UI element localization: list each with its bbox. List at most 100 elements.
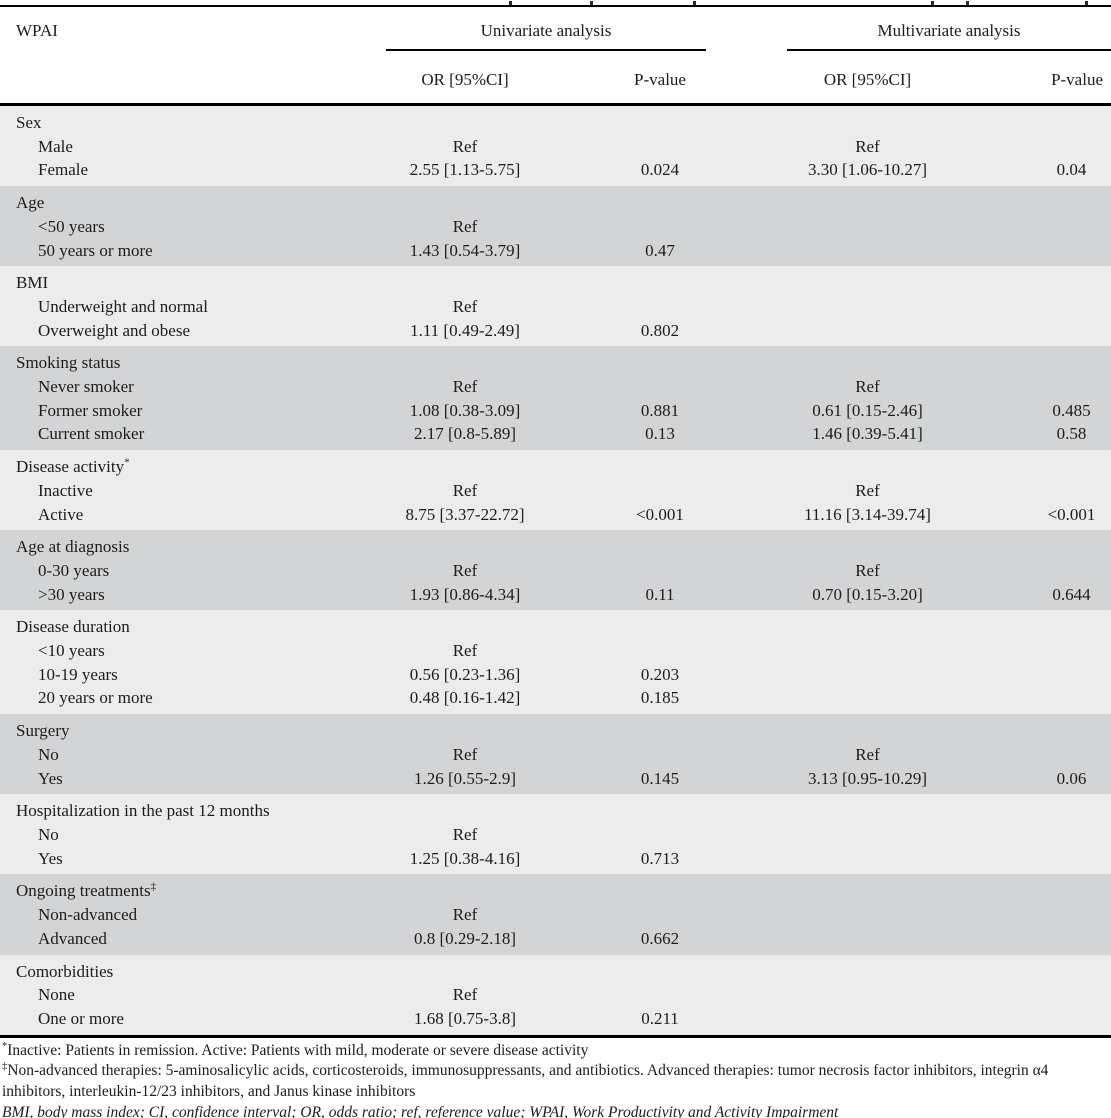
- univariate-or-value: 2.17 [0.8-5.89]: [414, 424, 516, 444]
- multivariate-spanner-rule: [787, 49, 1111, 51]
- row-label: Current smoker: [38, 424, 145, 444]
- univariate-or-header: OR [95%CI]: [421, 70, 509, 89]
- univariate-p-value: 0.145: [640, 768, 680, 788]
- multivariate-p-value: [990, 1007, 1111, 1031]
- univariate-p-value: [575, 295, 745, 319]
- table-row: Yes 1.26 [0.55-2.9] 0.145 3.13 [0.95-10.29]…: [0, 767, 1111, 791]
- multivariate-p-value: [990, 847, 1111, 871]
- univariate-or-value: Ref: [452, 905, 478, 925]
- table-row: Inactive Ref Ref: [0, 479, 1111, 503]
- group-label: Ongoing treatments‡: [0, 879, 355, 903]
- multivariate-or-value: [745, 983, 990, 1007]
- row-label: Male: [38, 136, 73, 156]
- row-label: No: [38, 744, 59, 764]
- univariate-p-value: [575, 983, 745, 1007]
- univariate-or-value: 1.43 [0.54-3.79]: [409, 240, 521, 260]
- univariate-or-value: Ref: [452, 136, 478, 156]
- multivariate-or-value: [745, 639, 990, 663]
- multivariate-or-value: Ref: [855, 136, 880, 156]
- multivariate-p-value: 0.06: [1056, 768, 1087, 788]
- row-label: Yes: [38, 768, 63, 788]
- univariate-p-value: [575, 639, 745, 663]
- univariate-p-value: <0.001: [636, 504, 684, 524]
- footnote-treatments: ‡Non-advanced therapies: 5-aminosalicyli…: [2, 1061, 1109, 1103]
- multivariate-or-value: [745, 903, 990, 927]
- row-label: Underweight and normal: [38, 296, 208, 316]
- multivariate-or-value: 11.16 [3.14-39.74]: [804, 504, 931, 524]
- group-age-at-diagnosis: Age at diagnosis 0-30 years Ref Ref >30 year…: [0, 530, 1111, 611]
- univariate-p-value: 0.713: [640, 848, 680, 868]
- multivariate-or-value: Ref: [855, 560, 880, 580]
- table-row: No Ref: [0, 823, 1111, 847]
- row-label: <10 years: [38, 641, 105, 661]
- table-row: Non-advanced Ref: [0, 903, 1111, 927]
- multivariate-p-value: [990, 215, 1111, 239]
- group-header-row: Smoking status: [0, 351, 1111, 375]
- wpai-column-header: WPAI: [16, 21, 58, 40]
- group-label-text: Sex: [16, 113, 42, 132]
- table-row: 50 years or more 1.43 [0.54-3.79] 0.47: [0, 239, 1111, 263]
- multivariate-or-value: [745, 686, 990, 710]
- univariate-p-value: [575, 743, 745, 767]
- empty-header-cell: [0, 68, 355, 92]
- group-label-text: BMI: [16, 273, 49, 293]
- univariate-or-value: 1.25 [0.38-4.16]: [409, 848, 521, 868]
- table-row: Active 8.75 [3.37-22.72] <0.001 11.16 [3.14…: [0, 503, 1111, 527]
- row-label: Overweight and obese: [38, 320, 191, 340]
- univariate-p-value: 0.802: [640, 320, 680, 340]
- group-label-text: Hospitalization in the past 12 months: [16, 801, 270, 821]
- multivariate-p-value: [990, 663, 1111, 687]
- multivariate-p-value: 0.04: [1056, 160, 1087, 180]
- multivariate-or-value: [745, 215, 990, 239]
- spanner-header-row: WPAI Univariate analysis Multivariate an…: [0, 7, 1111, 51]
- group-header-row: Hospitalization in the past 12 months: [0, 799, 1111, 823]
- group-sex: Sex Male Ref Ref Female 2.55 [1.13-5.75] 0.024…: [0, 106, 1111, 187]
- row-label: Active: [38, 504, 84, 524]
- group-age: Age <50 years Ref 50 years or more 1.43 [0.5…: [0, 186, 1111, 267]
- group-label: Age at diagnosis: [0, 535, 355, 559]
- table-row: 0-30 years Ref Ref: [0, 559, 1111, 583]
- table-row: Male Ref Ref: [0, 135, 1111, 159]
- multivariate-p-value: [990, 375, 1111, 399]
- group-label: Age: [0, 191, 355, 215]
- multivariate-p-value: [990, 295, 1111, 319]
- univariate-or-value: Ref: [452, 641, 478, 661]
- univariate-p-header: P-value: [634, 70, 686, 89]
- univariate-or-value: Ref: [452, 744, 478, 764]
- table-row: Advanced 0.8 [0.29-2.18] 0.662: [0, 927, 1111, 951]
- cropped-caption-strip: [0, 0, 1111, 7]
- multivariate-or-value: [745, 319, 990, 343]
- group-label-text: Ongoing treatments: [16, 881, 151, 901]
- multivariate-p-value: [990, 559, 1111, 583]
- group-header-row: BMI: [0, 271, 1111, 295]
- table-row: Overweight and obese 1.11 [0.49-2.49] 0.80…: [0, 319, 1111, 343]
- univariate-or-value: 1.11 [0.49-2.49]: [410, 320, 520, 340]
- row-label: <50 years: [38, 216, 105, 236]
- univariate-p-value: [575, 559, 745, 583]
- row-label: 20 years or more: [38, 688, 153, 708]
- multivariate-or-value: [745, 663, 990, 687]
- multivariate-p-value: 0.644: [1052, 584, 1091, 604]
- univariate-p-value: 0.024: [640, 160, 680, 180]
- group-label: Surgery: [0, 719, 355, 743]
- multivariate-analysis-label: Multivariate analysis: [877, 21, 1021, 40]
- univariate-or-value: Ref: [452, 480, 478, 500]
- multivariate-or-value: 3.30 [1.06-10.27]: [808, 160, 927, 180]
- cropped-caption-fragment: [966, 1, 969, 5]
- univariate-or-value: Ref: [452, 560, 478, 580]
- group-disease-activity: Disease activity* Inactive Ref Ref Active 8.7…: [0, 450, 1111, 531]
- table-row: Underweight and normal Ref: [0, 295, 1111, 319]
- univariate-p-value: 0.662: [640, 928, 680, 948]
- multivariate-or-value: Ref: [855, 377, 880, 397]
- univariate-p-value: 0.47: [645, 240, 675, 260]
- univariate-or-value: 8.75 [3.37-22.72]: [405, 504, 525, 524]
- group-header-row: Age at diagnosis: [0, 535, 1111, 559]
- row-label: Yes: [38, 848, 63, 868]
- row-label: No: [38, 824, 59, 844]
- univariate-p-value: [575, 375, 745, 399]
- univariate-spanner-rule: [386, 49, 706, 51]
- univariate-analysis-header: Univariate analysis: [355, 19, 745, 51]
- group-label-text: Age: [16, 193, 45, 213]
- group-label: Disease activity*: [0, 455, 355, 479]
